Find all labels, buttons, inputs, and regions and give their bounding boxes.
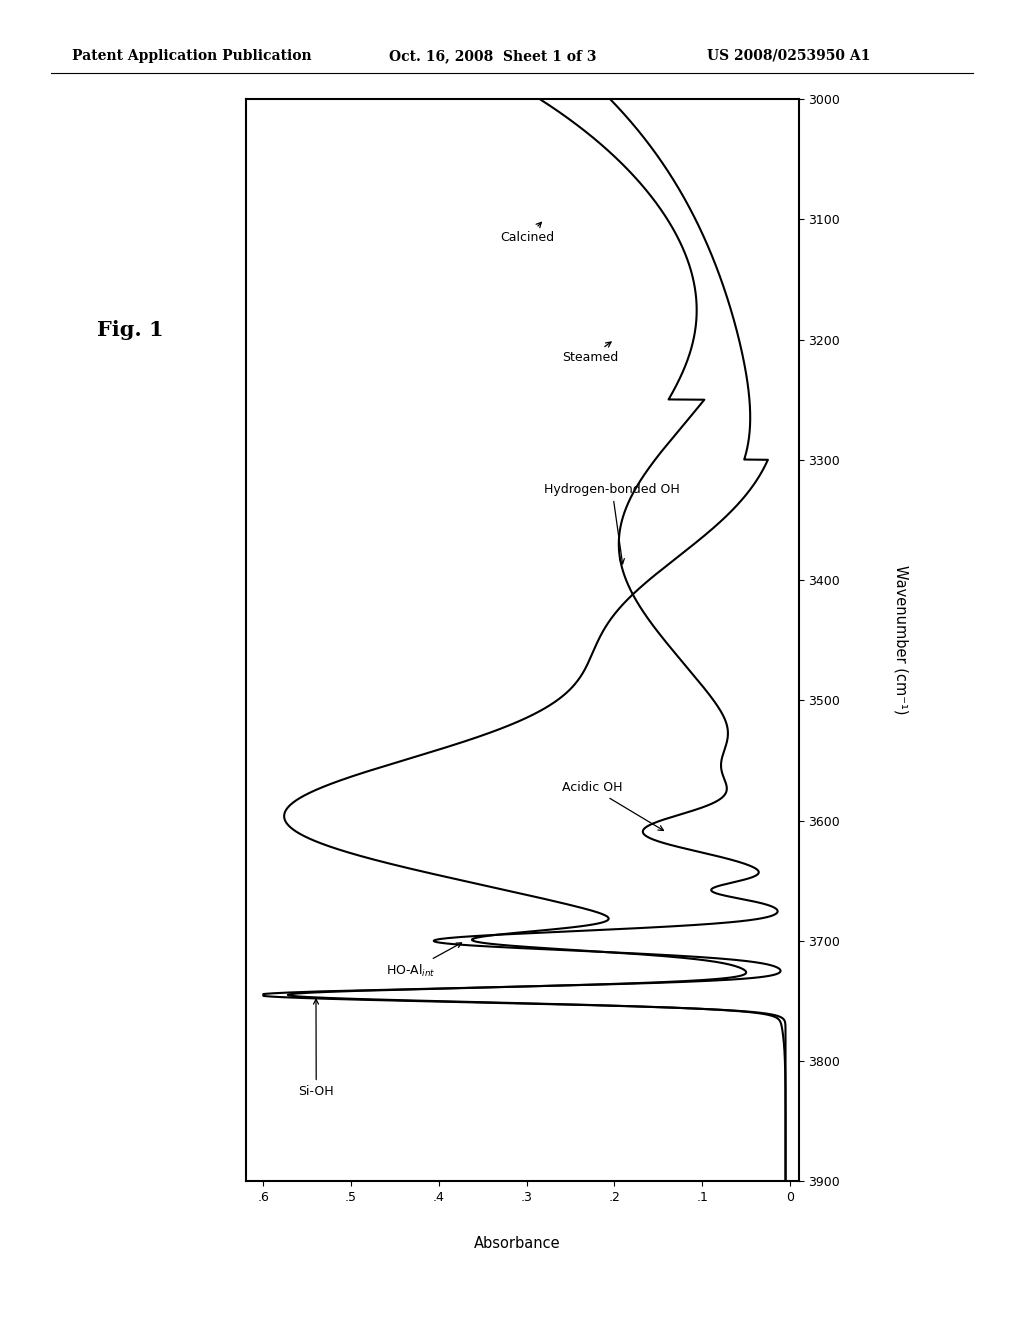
Text: Patent Application Publication: Patent Application Publication: [72, 49, 311, 63]
Text: Absorbance: Absorbance: [474, 1236, 560, 1251]
Text: Fig. 1: Fig. 1: [97, 319, 164, 341]
Text: US 2008/0253950 A1: US 2008/0253950 A1: [707, 49, 870, 63]
Text: Oct. 16, 2008  Sheet 1 of 3: Oct. 16, 2008 Sheet 1 of 3: [389, 49, 597, 63]
Text: Si-OH: Si-OH: [298, 999, 334, 1098]
Text: HO-Al$_{int}$: HO-Al$_{int}$: [386, 942, 462, 978]
Text: Acidic OH: Acidic OH: [562, 781, 664, 830]
Text: Calcined: Calcined: [501, 222, 554, 244]
Y-axis label: Wavenumber (cm⁻¹): Wavenumber (cm⁻¹): [893, 565, 908, 715]
Text: Hydrogen-bonded OH: Hydrogen-bonded OH: [544, 483, 680, 564]
Text: Steamed: Steamed: [562, 342, 618, 364]
